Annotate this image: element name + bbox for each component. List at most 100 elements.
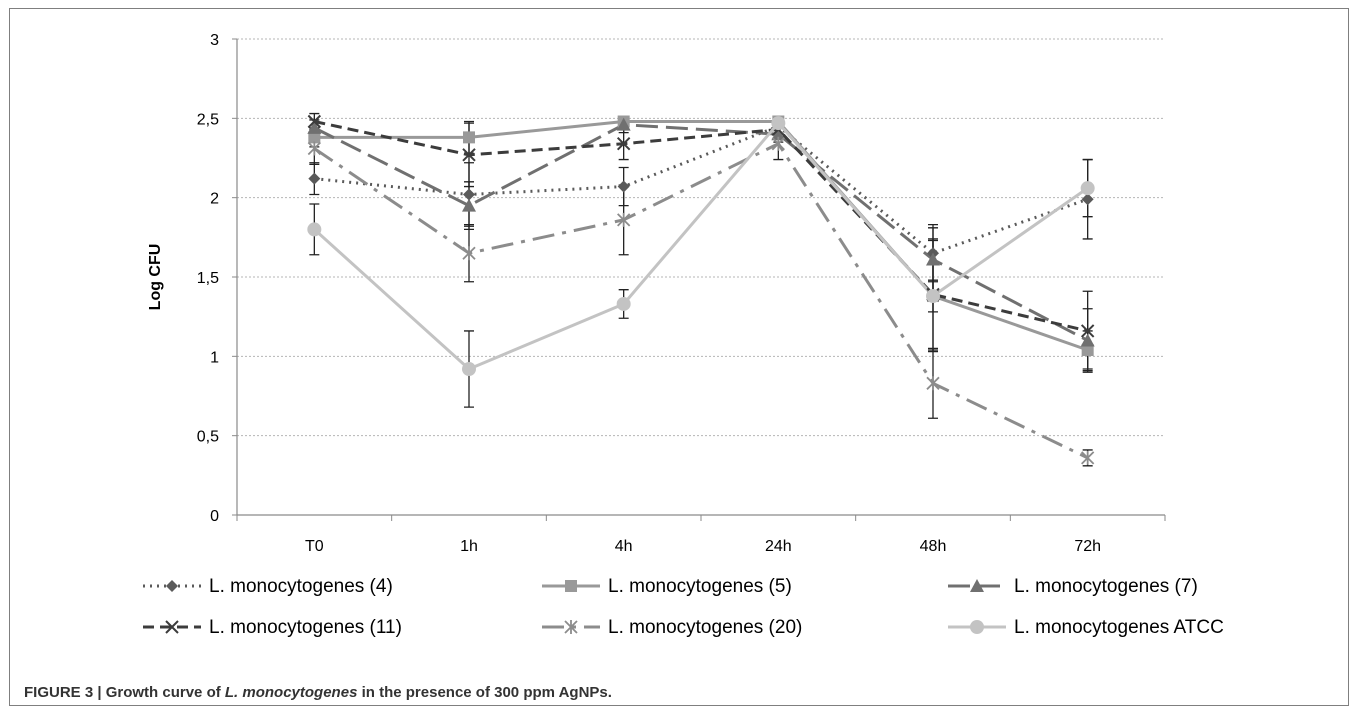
data-point-s1-shape bbox=[308, 172, 321, 185]
data-point-s3-shape bbox=[616, 117, 631, 131]
data-point-s5 bbox=[617, 212, 631, 227]
data-point-s6 bbox=[307, 222, 322, 237]
data-point-s4 bbox=[616, 137, 631, 151]
data-point-s2-shape bbox=[463, 131, 475, 144]
data-point-s3 bbox=[1080, 333, 1095, 347]
legend-swatch-marker bbox=[166, 580, 178, 592]
data-point-s6 bbox=[616, 296, 631, 311]
data-point-s5 bbox=[1081, 450, 1095, 465]
legend-swatch-marker bbox=[970, 620, 984, 634]
x-tick-label: 24h bbox=[765, 538, 792, 555]
legend-label: L. monocytogenes (11) bbox=[209, 617, 402, 638]
data-point-s6-shape bbox=[771, 116, 786, 131]
y-tick-label: 3 bbox=[210, 32, 219, 49]
data-point-s6 bbox=[771, 116, 786, 131]
y-axis-title: Log CFU bbox=[147, 244, 164, 311]
data-point-s6-shape bbox=[926, 289, 940, 304]
data-point-s4-shape bbox=[307, 114, 322, 129]
y-tick-label: 2 bbox=[210, 191, 219, 208]
legend-label: L. monocytogenes (7) bbox=[1014, 576, 1198, 597]
legend-swatch-marker-shape bbox=[165, 620, 179, 634]
line-chart: 0 0,5 1 1,5 2 2,5 3 T0 1h 4h 24h 48h 72h Log CFU L. mo… bbox=[143, 32, 1224, 638]
data-point-s1 bbox=[1081, 193, 1094, 206]
data-point-s3 bbox=[307, 120, 322, 134]
caption-prefix: FIGURE 3 | Growth curve of bbox=[24, 684, 225, 701]
data-point-s6 bbox=[1080, 181, 1095, 196]
data-point-s1-shape bbox=[463, 188, 475, 201]
data-point-s2-shape bbox=[308, 131, 321, 144]
data-point-s2 bbox=[463, 131, 475, 144]
data-point-s1-shape bbox=[617, 180, 630, 193]
caption-species: L. monocytogenes bbox=[224, 684, 358, 701]
data-point-s6 bbox=[462, 362, 476, 377]
x-tick-label: 72h bbox=[1074, 538, 1101, 555]
legend-label: L. monocytogenes (20) bbox=[608, 617, 802, 638]
data-point-s5-shape bbox=[307, 141, 321, 156]
y-tick-label: 1,5 bbox=[197, 270, 219, 287]
data-point-s5-shape bbox=[926, 376, 940, 391]
y-tick-label: 1 bbox=[210, 349, 219, 366]
data-point-s5-shape bbox=[617, 212, 631, 227]
data-point-s4-shape bbox=[1080, 324, 1095, 338]
legend-label: L. monocytogenes (5) bbox=[608, 576, 792, 597]
data-point-s2-shape bbox=[1081, 343, 1094, 356]
data-point-s5 bbox=[771, 136, 785, 151]
data-point-s3-shape bbox=[462, 198, 476, 212]
data-point-s5-shape bbox=[1081, 450, 1095, 465]
legend-label: L. monocytogenes ATCC bbox=[1014, 617, 1224, 638]
series-line-1 bbox=[314, 124, 1089, 255]
x-tick-label: 1h bbox=[460, 538, 478, 555]
legend-swatch-marker bbox=[565, 580, 577, 592]
data-point-s1 bbox=[617, 180, 630, 193]
x-tick-label: T0 bbox=[305, 538, 324, 555]
y-tick-label: 2,5 bbox=[197, 111, 219, 128]
series-line-6 bbox=[313, 120, 1089, 371]
legend-swatch-marker-shape bbox=[565, 580, 577, 592]
data-point-s5-shape bbox=[771, 136, 785, 151]
data-point-s3-shape bbox=[1080, 333, 1095, 347]
legend-swatch-marker bbox=[165, 620, 179, 634]
caption-suffix: in the presence of 300 ppm AgNPs. bbox=[357, 684, 612, 701]
data-point-s5 bbox=[307, 141, 321, 156]
series-line-3 bbox=[313, 123, 1089, 342]
data-point-s4 bbox=[307, 114, 322, 129]
series-line-2 bbox=[314, 120, 1089, 352]
data-point-s6-shape bbox=[1080, 181, 1095, 196]
data-point-s3-shape bbox=[307, 120, 322, 134]
data-point-s3 bbox=[462, 198, 476, 212]
legend-swatch-marker-shape bbox=[970, 579, 984, 592]
figure-caption: FIGURE 3 | Growth curve of L. monocytoge… bbox=[24, 684, 612, 701]
figure-frame: 0 0,5 1 1,5 2 2,5 3 T0 1h 4h 24h 48h 72h Log CFU L. mo… bbox=[9, 8, 1349, 706]
data-point-s4 bbox=[1080, 324, 1095, 338]
data-point-s2 bbox=[308, 131, 321, 144]
data-point-s3 bbox=[616, 117, 631, 131]
data-point-s1-shape bbox=[1081, 193, 1094, 206]
data-point-s3 bbox=[926, 252, 940, 266]
data-point-s6-shape bbox=[616, 296, 631, 311]
legend-swatch-marker bbox=[970, 579, 984, 592]
data-point-s3-shape bbox=[771, 127, 786, 141]
x-tick-label: 4h bbox=[615, 538, 633, 555]
series-line-5 bbox=[313, 141, 1089, 460]
data-point-s6 bbox=[926, 289, 940, 304]
y-tick-label: 0 bbox=[210, 508, 219, 525]
data-point-s6-shape bbox=[462, 362, 476, 377]
data-point-s1 bbox=[308, 172, 321, 185]
series-line-4 bbox=[314, 120, 1089, 333]
legend-swatch-marker-shape bbox=[166, 580, 178, 592]
data-point-s4-shape bbox=[462, 148, 476, 162]
legend-swatch-marker-shape bbox=[970, 620, 984, 634]
data-point-s3-shape bbox=[926, 252, 940, 266]
y-tick-label: 0,5 bbox=[197, 429, 219, 446]
x-tick-label: 48h bbox=[920, 538, 947, 555]
data-point-s6-shape bbox=[307, 222, 322, 237]
data-point-s3 bbox=[771, 127, 786, 141]
data-point-s2 bbox=[1081, 343, 1094, 356]
data-point-s4-shape bbox=[616, 137, 631, 151]
legend-swatch-marker bbox=[564, 620, 578, 634]
data-point-s1 bbox=[463, 188, 475, 201]
data-point-s4 bbox=[462, 148, 476, 162]
legend-label: L. monocytogenes (4) bbox=[209, 576, 393, 597]
data-point-s5 bbox=[462, 246, 476, 261]
data-point-s5 bbox=[926, 376, 940, 391]
